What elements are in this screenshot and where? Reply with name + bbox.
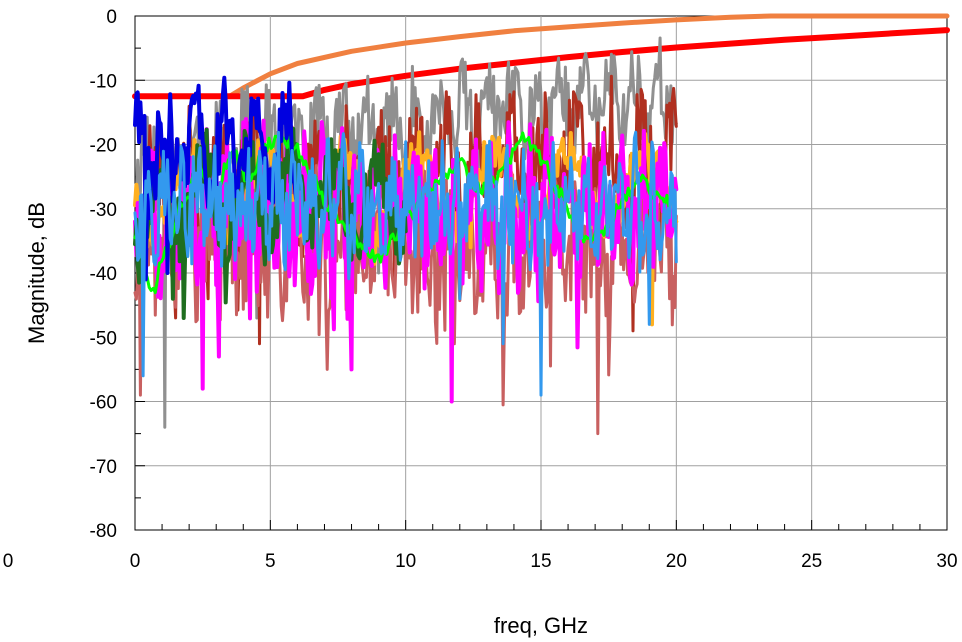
series-line-2 (132, 27, 950, 100)
y-tick-label: -70 (90, 457, 117, 478)
y-tick-label: 0 (106, 7, 117, 28)
y-tick-label: -20 (90, 136, 117, 157)
x-tick-label: 0 (130, 551, 141, 572)
x-tick-label: 15 (530, 551, 551, 572)
y-tick-label: -50 (90, 328, 117, 349)
series-line-11 (133, 130, 678, 397)
y-axis-label: Magnitude, dB (24, 202, 49, 344)
series-line-1 (132, 13, 950, 99)
x-tick-label: 20 (666, 551, 687, 572)
y-tick-label: -60 (90, 393, 117, 414)
x-tick-label: 30 (936, 551, 957, 572)
y-tick-label: -40 (90, 264, 117, 285)
x-axis-label: freq, GHz (494, 613, 588, 638)
y-tick-label: -10 (90, 71, 117, 92)
y-tick-label: -30 (90, 200, 117, 221)
x-tick-label: 10 (395, 551, 416, 572)
x-tick-label: 5 (265, 551, 276, 572)
y-tick-label: -80 (90, 521, 117, 542)
series-layer (132, 13, 950, 436)
x-tick-label: 0 (3, 551, 14, 572)
tick-label-layer: 0 5 10 15 20 25 30 0 0 -10 -20 -30 -40 -50 -60 -70 -80 (3, 7, 958, 572)
x-tick-label: 25 (801, 551, 822, 572)
